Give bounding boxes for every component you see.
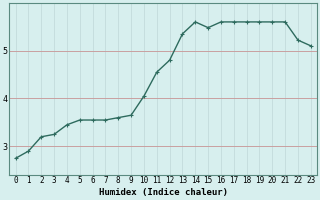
X-axis label: Humidex (Indice chaleur): Humidex (Indice chaleur) — [99, 188, 228, 197]
